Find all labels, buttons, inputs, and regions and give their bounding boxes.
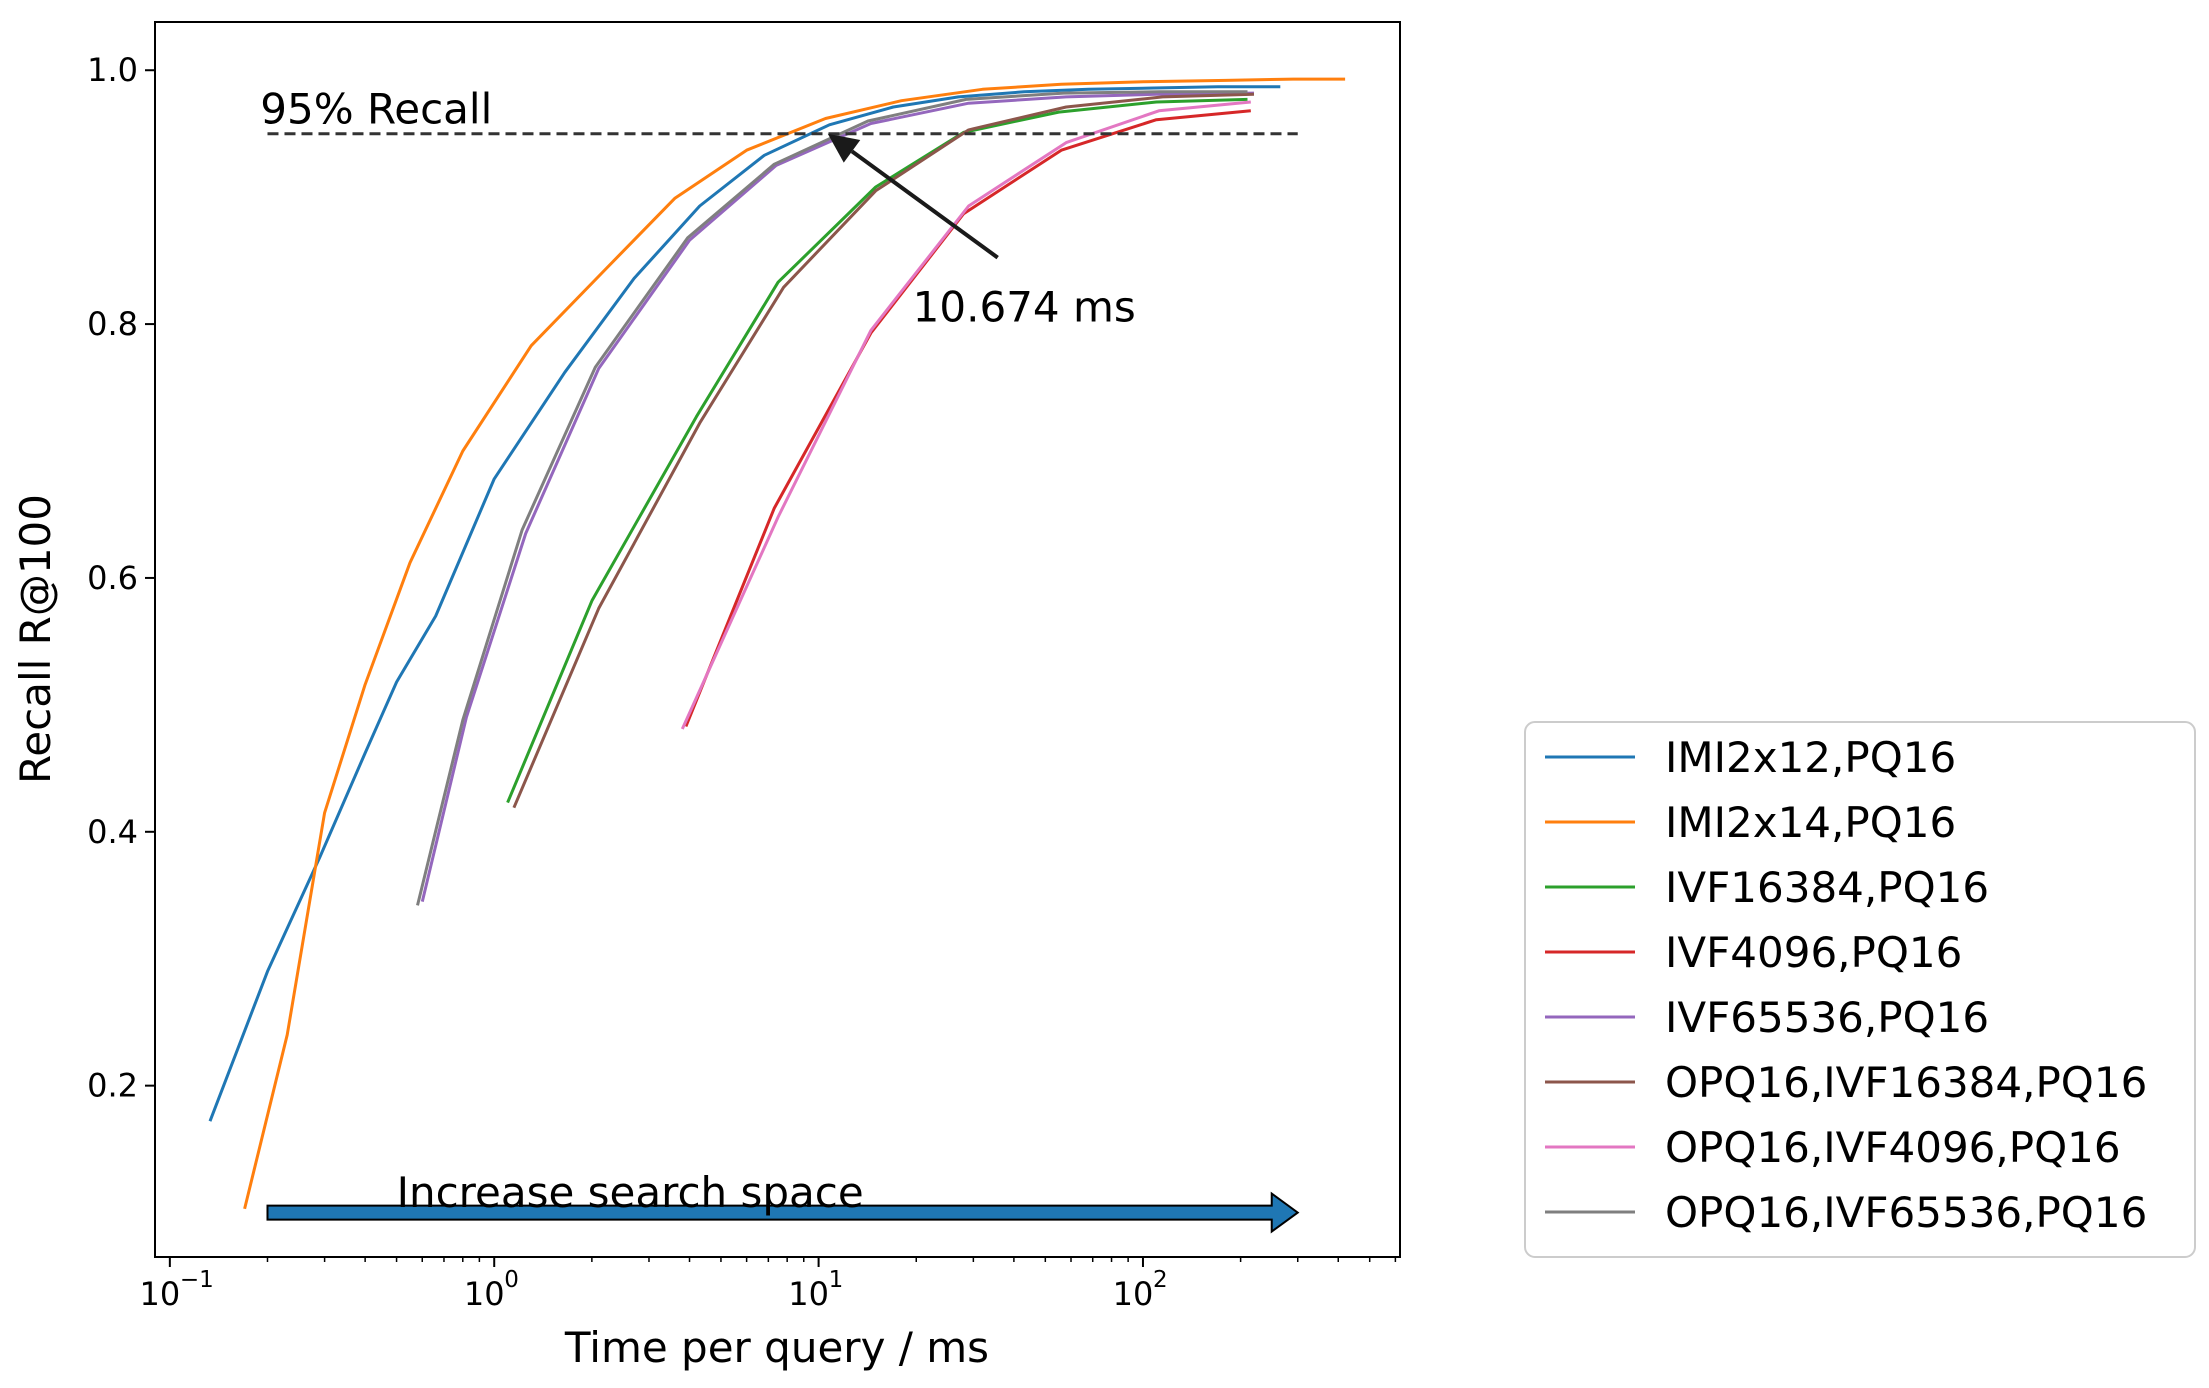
series-line-2 [506,97,1248,804]
x-tick-exponent: 1 [829,1267,844,1293]
legend-label-3: IVF4096,PQ16 [1665,928,1962,977]
x-axis-ticks: 10 −1 10 0 10 1 10 2 [139,1257,1397,1313]
annotation-arrow-head [827,133,861,163]
series-line-3 [684,109,1251,727]
search-space-annotation-text: Increase search space [397,1168,864,1217]
x-axis-label: Time per query / ms [564,1323,989,1372]
legend-label-4: IVF65536,PQ16 [1665,993,1989,1042]
legend-label-1: IMI2x14,PQ16 [1665,798,1956,847]
legend-label-7: OPQ16,IVF65536,PQ16 [1665,1188,2147,1237]
series-line-0 [208,85,1281,1122]
series-line-4 [420,91,1255,902]
series-line-1 [243,77,1346,1210]
y-tick-label: 0.4 [87,813,138,851]
legend-label-6: OPQ16,IVF4096,PQ16 [1665,1123,2121,1172]
legend-label-2: IVF16384,PQ16 [1665,863,1989,912]
y-axis-label: Recall R@100 [11,494,60,784]
series-line-5 [512,92,1255,809]
annotation-arrow-shaft [850,149,999,260]
series-line-7 [416,90,1248,906]
y-tick-label: 0.2 [87,1067,138,1105]
search-space-arrow [266,1191,1300,1234]
plot-content: 95% Recall 10.674 ms Increase search space [208,77,1346,1234]
x-tick-exponent: −1 [180,1267,214,1293]
x-tick-exponent: 2 [1153,1267,1168,1293]
y-tick-label: 1.0 [87,51,138,89]
legend-box [1524,721,2196,1258]
legend-label-0: IMI2x12,PQ16 [1665,733,1956,782]
y-tick-label: 0.8 [87,305,138,343]
legend: IMI2x12,PQ16 IMI2x14,PQ16 IVF16384,PQ16 IVF… [1524,721,2196,1258]
x-tick-label: 10 [788,1275,829,1313]
x-tick-exponent: 0 [504,1267,519,1293]
legend-items: IMI2x12,PQ16 IMI2x14,PQ16 IVF16384,PQ16 IVF… [1545,733,2147,1237]
reference-line-label: 95% Recall [260,85,492,134]
operating-point-annotation-text: 10.674 ms [913,283,1136,332]
y-tick-label: 0.6 [87,559,138,597]
x-tick-label: 10 [464,1275,505,1313]
x-tick-label: 10 [1113,1275,1154,1313]
series-line-6 [680,100,1251,730]
axes-frame [154,21,1401,1258]
x-tick-label: 10 [139,1275,180,1313]
y-axis-ticks: 0.2 0.4 0.6 0.8 1.0 [87,51,155,1105]
legend-label-5: OPQ16,IVF16384,PQ16 [1665,1058,2147,1107]
